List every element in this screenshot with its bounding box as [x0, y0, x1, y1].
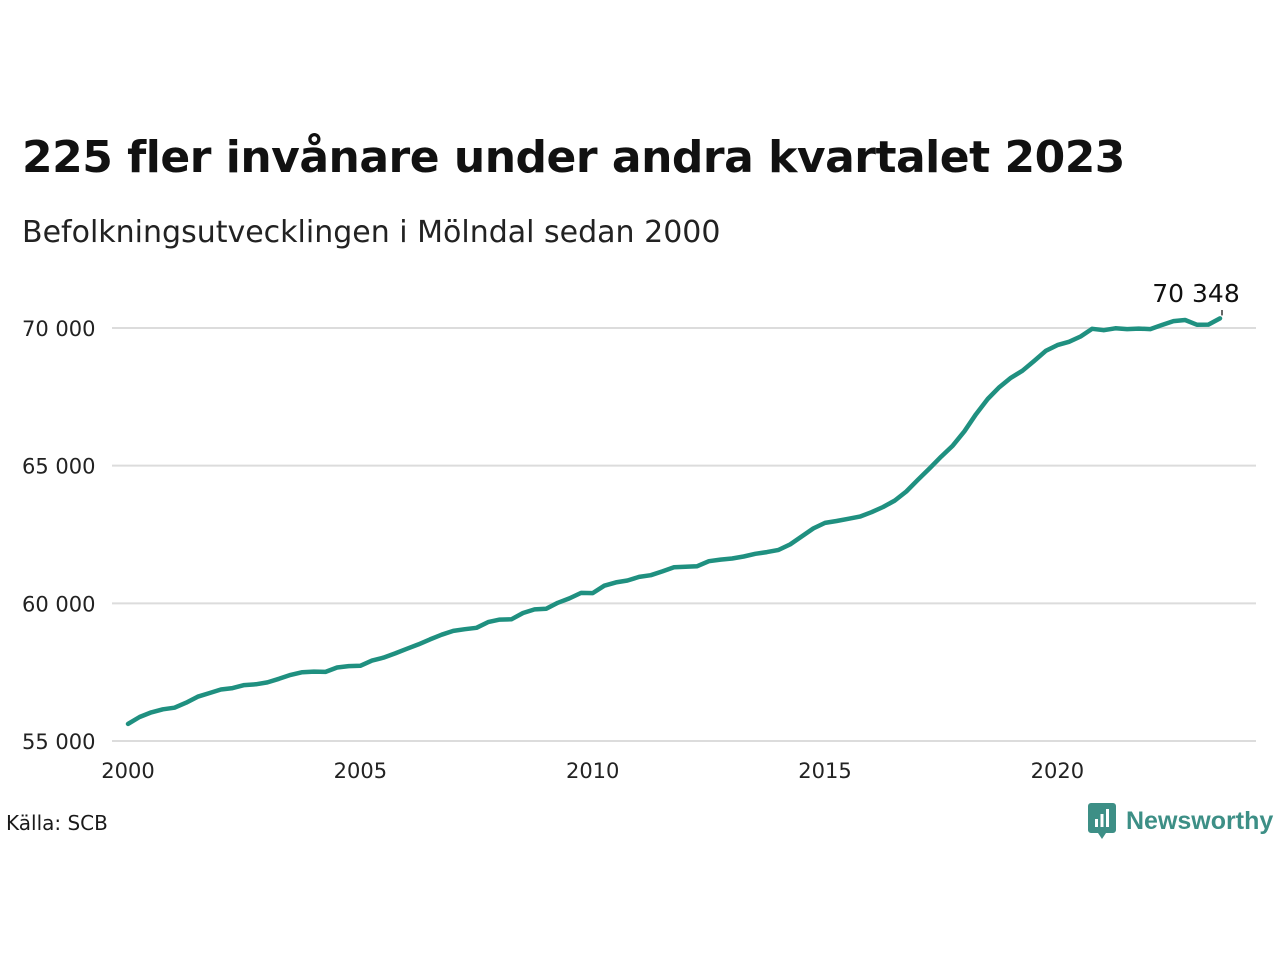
chart-subtitle: Befolkningsutvecklingen i Mölndal sedan …	[22, 215, 721, 250]
annotation-group: 70 348	[1152, 279, 1240, 316]
y-tick-label: 65 000	[22, 455, 95, 479]
x-tick-label: 2005	[334, 759, 387, 783]
annotation-label: 70 348	[1152, 279, 1239, 308]
x-tick-label: 2010	[566, 759, 619, 783]
series-line	[125, 316, 1223, 727]
brand-name: Newsworthy	[1126, 806, 1274, 835]
gridlines	[112, 327, 1256, 742]
x-tick-label: 2000	[101, 759, 154, 783]
series-group	[125, 316, 1223, 727]
chart-title: 225 fler invånare under andra kvartalet …	[22, 132, 1125, 183]
source-label: Källa: SCB	[6, 811, 108, 835]
line-chart: 55 000 60 000 65 000 70 000 2000 2005 2010 201…	[22, 279, 1256, 783]
y-axis-labels: 55 000 60 000 65 000 70 000	[22, 317, 95, 754]
x-tick-label: 2020	[1031, 759, 1084, 783]
y-tick-label: 70 000	[22, 317, 95, 341]
newsworthy-logo-icon	[1088, 803, 1116, 839]
brand-logo: Newsworthy	[1088, 803, 1273, 839]
x-axis-labels: 2000 2005 2010 2015 2020	[101, 759, 1084, 783]
x-tick-label: 2015	[798, 759, 851, 783]
y-tick-label: 60 000	[22, 592, 95, 616]
y-tick-label: 55 000	[22, 730, 95, 754]
